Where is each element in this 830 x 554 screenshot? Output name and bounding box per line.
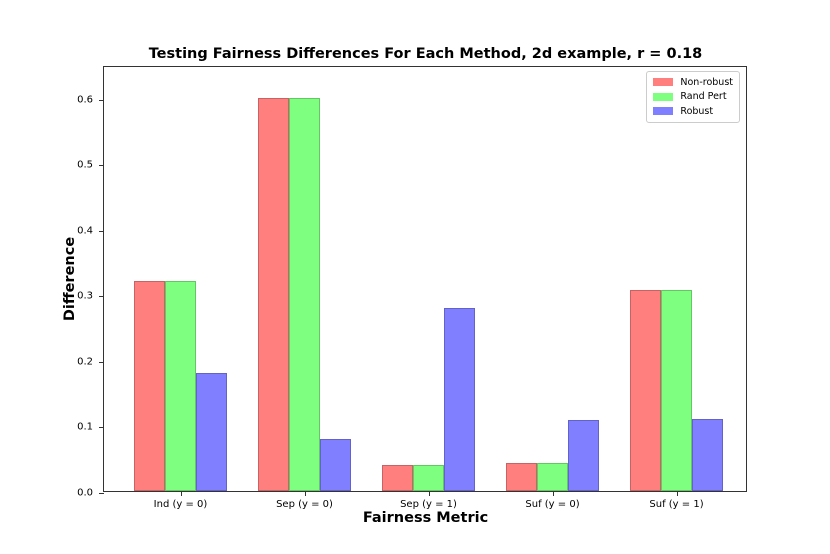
bar (537, 462, 568, 491)
y-tick (99, 361, 104, 363)
x-tick-label: Ind (y = 0) (153, 499, 208, 510)
bar (289, 97, 320, 491)
y-tick-label: 0.4 (77, 225, 93, 237)
bar (506, 462, 537, 491)
bar (661, 289, 692, 491)
legend-item: Non-robust (653, 75, 733, 90)
legend-swatch-icon (653, 107, 674, 116)
x-tick (428, 491, 430, 496)
y-axis-label: Difference (62, 236, 78, 322)
bar (134, 281, 165, 491)
bar (413, 464, 444, 491)
bar (630, 289, 661, 491)
bar (568, 420, 599, 491)
x-tick (552, 491, 554, 496)
y-tick-label: 0.0 (77, 487, 93, 499)
x-tick (676, 491, 678, 496)
legend-item: Rand Pert (653, 90, 733, 105)
legend-label: Robust (680, 105, 714, 117)
legend-swatch-icon (653, 78, 674, 87)
legend-swatch-icon (653, 92, 674, 101)
bar (382, 464, 413, 491)
x-tick-label: Suf (y = 0) (525, 499, 580, 510)
y-tick (99, 427, 104, 429)
y-tick-label: 0.1 (77, 421, 93, 433)
bar (444, 307, 475, 491)
legend-label: Non-robust (680, 76, 733, 88)
x-tick-label: Suf (y = 1) (649, 499, 704, 510)
legend: Non-robust Rand Pert Robust (646, 71, 740, 123)
y-tick-label: 0.6 (77, 94, 93, 106)
y-tick-label: 0.5 (77, 159, 93, 171)
bar (196, 373, 227, 491)
x-tick (180, 491, 182, 496)
y-tick (99, 230, 104, 232)
bar (165, 281, 196, 491)
plot-area: Non-robust Rand Pert Robust Ind (y = 0) Sep… (77, 66, 747, 510)
x-tick (304, 491, 306, 496)
y-tick (99, 296, 104, 298)
legend-item: Robust (653, 104, 733, 119)
y-tick-label: 0.2 (77, 356, 93, 368)
legend-label: Rand Pert (680, 91, 727, 103)
y-tick (99, 493, 104, 494)
x-tick-label: Sep (y = 1) (400, 499, 457, 510)
y-tick (99, 165, 104, 167)
x-tick-label: Sep (y = 0) (276, 499, 333, 510)
bar (320, 438, 351, 491)
y-tick-label: 0.3 (77, 290, 93, 302)
x-axis-label: Fairness Metric (362, 510, 489, 526)
y-tick (99, 99, 104, 101)
bar (258, 97, 289, 491)
bar (692, 418, 723, 491)
chart-title: Testing Fairness Differences For Each Me… (148, 46, 703, 62)
